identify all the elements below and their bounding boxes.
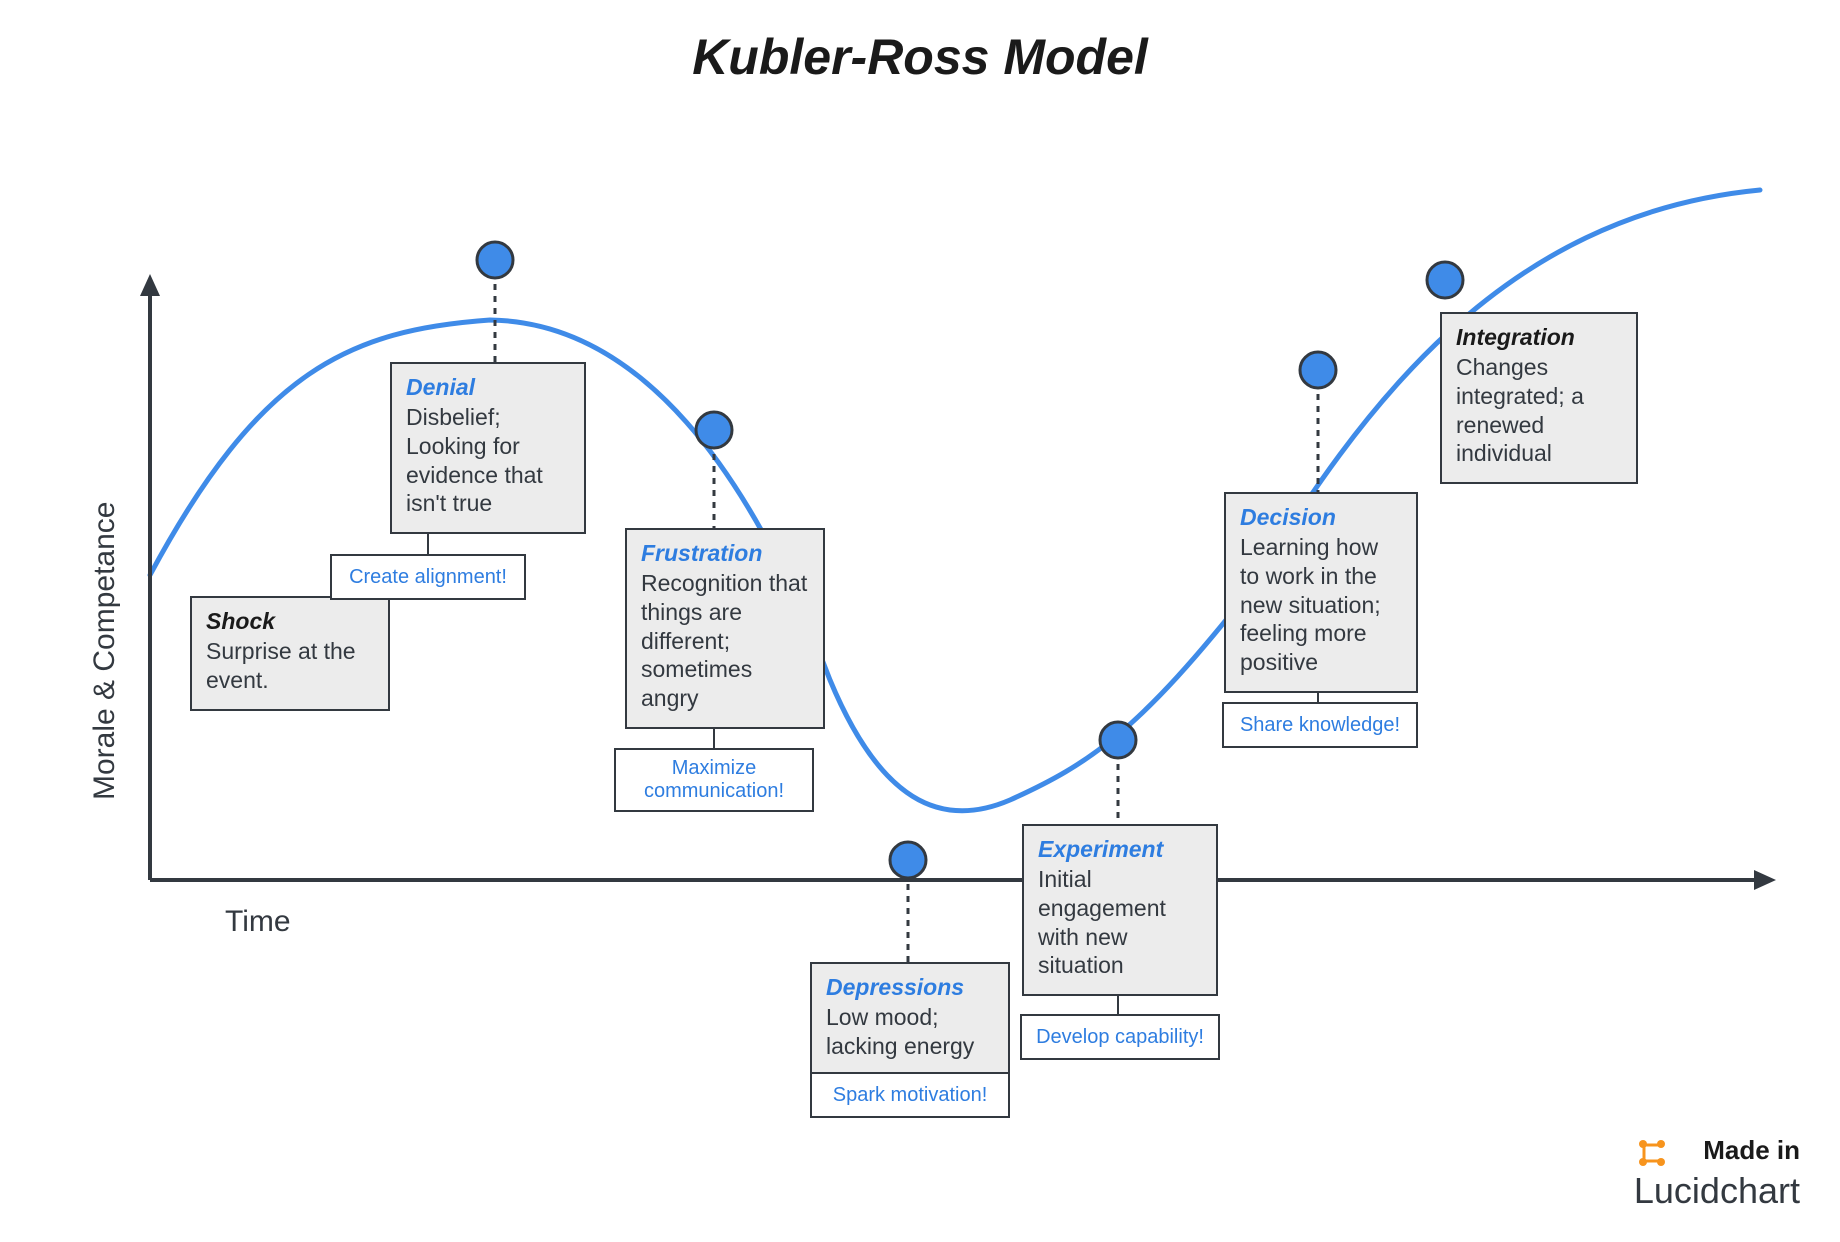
stage-title-integration: Integration <box>1456 324 1622 351</box>
x-axis-label: Time <box>225 905 291 939</box>
credit-block: Made in Lucidchart <box>1634 1135 1800 1212</box>
stage-decision: DecisionLearning how to work in the new … <box>1224 492 1418 693</box>
action-text-sharek: Share knowledge! <box>1240 714 1400 737</box>
action-align: Create alignment! <box>330 554 526 600</box>
stage-body-denial: Disbelief; Looking for evidence that isn… <box>406 403 570 518</box>
stage-integration: IntegrationChanges integrated; a renewed… <box>1440 312 1638 484</box>
stage-title-frustration: Frustration <box>641 540 809 567</box>
y-axis-label: Morale & Competance <box>88 502 122 800</box>
action-spark: Spark motivation! <box>810 1072 1010 1118</box>
stage-body-integration: Changes integrated; a renewed individual <box>1456 353 1622 468</box>
stage-title-experiment: Experiment <box>1038 836 1202 863</box>
action-text-devcap: Develop capability! <box>1036 1026 1204 1049</box>
stage-depressions: DepressionsLow mood; lacking energy <box>810 962 1010 1077</box>
stage-title-decision: Decision <box>1240 504 1402 531</box>
stage-frustration: FrustrationRecognition that things are d… <box>625 528 825 729</box>
action-comm: Maximize communication! <box>614 748 814 812</box>
stage-title-depressions: Depressions <box>826 974 994 1001</box>
stage-title-shock: Shock <box>206 608 374 635</box>
credit-brand-text: Lucidchart <box>1634 1170 1800 1212</box>
action-text-spark: Spark motivation! <box>833 1084 988 1107</box>
stage-body-frustration: Recognition that things are different; s… <box>641 569 809 713</box>
stage-body-experiment: Initial engagement with new situation <box>1038 865 1202 980</box>
stage-denial: DenialDisbelief; Looking for evidence th… <box>390 362 586 534</box>
action-text-comm: Maximize communication! <box>626 757 802 803</box>
stage-shock: ShockSurprise at the event. <box>190 596 390 711</box>
lucidchart-logo-icon <box>1634 1135 1670 1171</box>
stage-body-shock: Surprise at the event. <box>206 637 374 695</box>
action-sharek: Share knowledge! <box>1222 702 1418 748</box>
credit-brand: Lucidchart <box>1634 1170 1800 1212</box>
action-text-align: Create alignment! <box>349 566 507 589</box>
stage-title-denial: Denial <box>406 374 570 401</box>
diagram-canvas: Kubler-Ross Model Time Morale & Competan… <box>0 0 1840 1242</box>
stage-body-decision: Learning how to work in the new situatio… <box>1240 533 1402 677</box>
stage-experiment: ExperimentInitial engagement with new si… <box>1022 824 1218 996</box>
stage-body-depressions: Low mood; lacking energy <box>826 1003 994 1061</box>
action-devcap: Develop capability! <box>1020 1014 1220 1060</box>
